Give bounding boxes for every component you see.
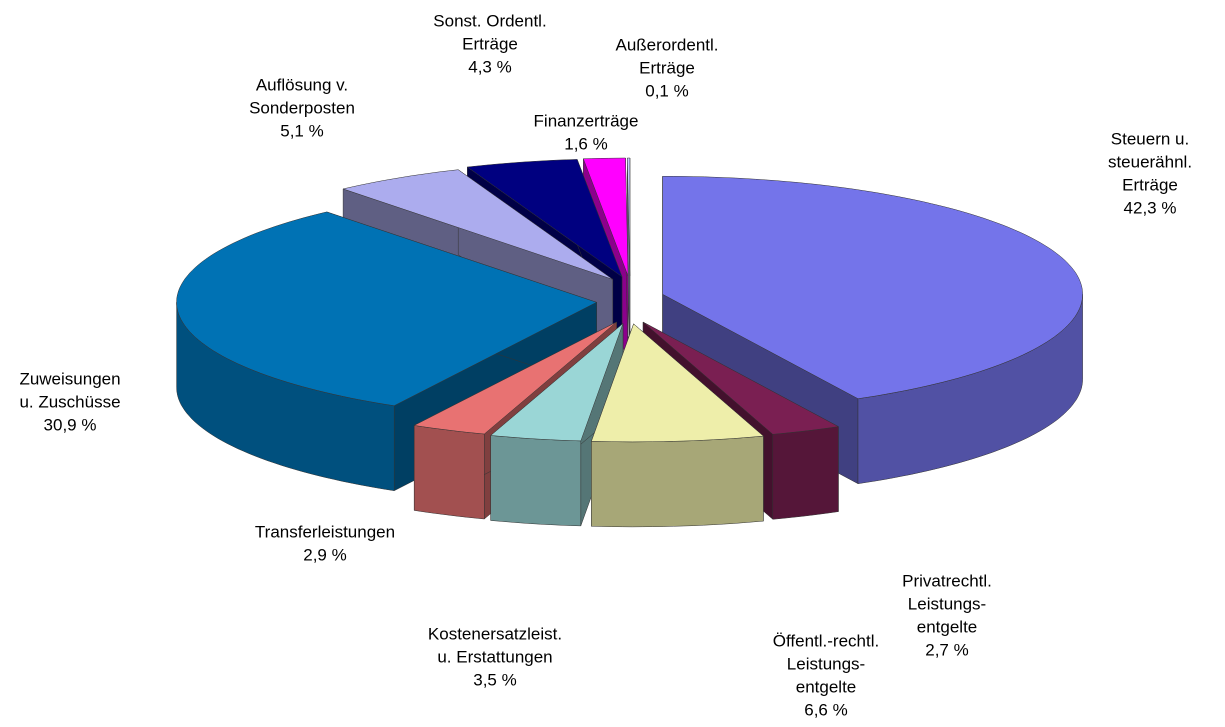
slice-label: Erträge xyxy=(462,34,518,53)
slice-top xyxy=(662,176,1083,399)
slice-top xyxy=(490,322,624,442)
slice-top xyxy=(466,159,623,278)
value-label: 4,3 % xyxy=(468,57,511,76)
slice-side xyxy=(772,426,839,520)
slice-label: u. Zuschüsse xyxy=(19,392,120,411)
slice-top xyxy=(413,321,617,435)
value-label: 42,3 % xyxy=(1124,198,1177,217)
value-label: 2,7 % xyxy=(925,640,968,659)
slice-top xyxy=(642,321,840,435)
value-label: 3,5 % xyxy=(473,670,516,689)
slice-label: Auflösung v. xyxy=(256,75,348,94)
value-label: 30,9 % xyxy=(44,415,97,434)
slice-label: u. Erstattungen xyxy=(437,647,552,666)
slice-label: Außerordentl. xyxy=(616,35,719,54)
slice-side xyxy=(591,435,764,528)
slice-label: Erträge xyxy=(1122,175,1178,194)
slice-label: steuerähnl. xyxy=(1108,152,1192,171)
slice-label: Finanzerträge xyxy=(534,111,639,130)
slice-label: Zuweisungen xyxy=(19,369,120,388)
slice-label: entgelte xyxy=(796,677,857,696)
slice-label: Leistungs- xyxy=(908,594,986,613)
slice-label: Erträge xyxy=(639,58,695,77)
slice xyxy=(591,323,765,528)
value-label: 6,6 % xyxy=(804,700,847,719)
slice-label: entgelte xyxy=(917,617,978,636)
slice-label: Steuern u. xyxy=(1111,129,1189,148)
value-label: 1,6 % xyxy=(564,134,607,153)
slice xyxy=(627,157,631,362)
slice-label: Leistungs- xyxy=(787,654,865,673)
slice-side xyxy=(490,435,582,527)
slice-label: Öffentl.-rechtl. xyxy=(773,631,879,650)
value-label: 0,1 % xyxy=(645,81,688,100)
slice-label: Transferleistungen xyxy=(255,522,395,541)
slice-top xyxy=(582,157,629,277)
slice-top xyxy=(176,211,598,406)
value-label: 5,1 % xyxy=(280,121,323,140)
value-label: 2,9 % xyxy=(303,545,346,564)
slice-label: Sonst. Ordentl. xyxy=(433,11,546,30)
slice-side xyxy=(413,425,485,520)
slice-top xyxy=(627,157,631,277)
slice-top xyxy=(591,323,765,443)
slice-label: Sonderposten xyxy=(249,98,355,117)
slice-label: Kostenersatzleist. xyxy=(428,624,562,643)
slice-top xyxy=(342,169,613,280)
slice-label: Privatrechtl. xyxy=(902,571,992,590)
